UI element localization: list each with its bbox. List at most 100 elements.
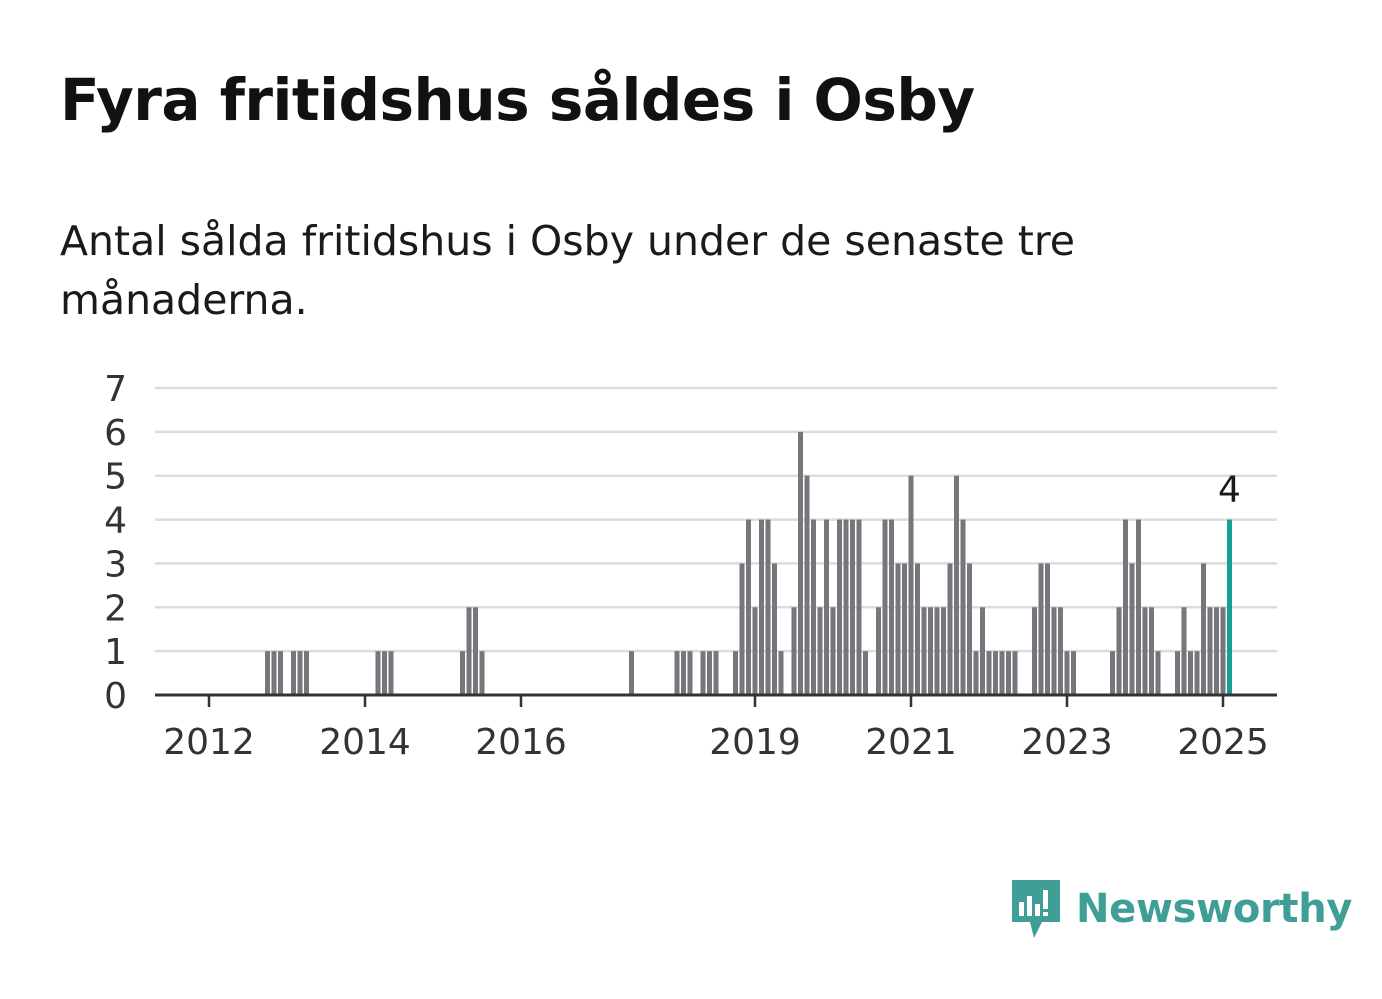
bar xyxy=(304,651,309,695)
bar xyxy=(1142,607,1148,695)
bar xyxy=(765,519,771,695)
bar xyxy=(759,519,764,695)
bar xyxy=(1149,607,1154,695)
bar xyxy=(824,519,829,695)
bar xyxy=(798,431,803,695)
x-tick-label: 2021 xyxy=(865,722,957,763)
y-tick-label: 5 xyxy=(104,457,127,498)
bar xyxy=(791,607,797,695)
bar xyxy=(902,563,907,695)
bar xyxy=(681,651,686,695)
bar xyxy=(375,651,381,695)
bar xyxy=(1181,607,1187,695)
bar xyxy=(863,651,868,695)
bar xyxy=(382,651,387,695)
bar xyxy=(473,607,478,695)
bar xyxy=(739,563,745,695)
x-tick-label: 2012 xyxy=(163,722,255,763)
bar xyxy=(804,475,810,695)
bar xyxy=(843,519,849,695)
bar xyxy=(973,651,979,695)
bar xyxy=(1214,607,1219,695)
bar xyxy=(1220,607,1226,695)
bar xyxy=(278,651,283,695)
bar xyxy=(915,563,920,695)
y-tick-label: 3 xyxy=(104,544,127,585)
x-tick-label: 2016 xyxy=(475,722,567,763)
bar xyxy=(928,607,933,695)
bar xyxy=(960,519,966,695)
bar xyxy=(837,519,842,695)
bar xyxy=(1045,563,1050,695)
brand-name: Newsworthy xyxy=(1076,886,1353,932)
bar xyxy=(941,607,946,695)
bar xyxy=(297,651,303,695)
bar xyxy=(291,651,296,695)
bar xyxy=(954,475,959,695)
bar xyxy=(934,607,940,695)
bar xyxy=(1129,563,1135,695)
bar xyxy=(466,607,472,695)
chart-subtitle: Antal sålda fritidshus i Osby under de s… xyxy=(60,217,1076,324)
bar xyxy=(1116,607,1122,695)
bar xyxy=(479,651,485,695)
bar xyxy=(752,607,758,695)
bar xyxy=(1175,651,1180,695)
bar xyxy=(908,475,914,695)
bar xyxy=(882,519,888,695)
newsworthy-logo-icon xyxy=(1012,880,1060,938)
bar xyxy=(1058,607,1063,695)
bar xyxy=(733,651,738,695)
bar xyxy=(895,563,901,695)
bar xyxy=(1032,607,1037,695)
y-tick-label: 6 xyxy=(104,413,127,454)
bar xyxy=(265,651,270,695)
bar xyxy=(1038,563,1044,695)
y-tick-label: 7 xyxy=(104,369,127,410)
bar xyxy=(1207,607,1213,695)
bar xyxy=(746,519,751,695)
bar xyxy=(1136,519,1141,695)
bar xyxy=(811,519,816,695)
bar xyxy=(1110,651,1115,695)
x-tick-label: 2019 xyxy=(709,722,801,763)
bar xyxy=(700,651,706,695)
bar xyxy=(830,607,836,695)
x-tick-label: 2014 xyxy=(319,722,411,763)
bar xyxy=(1071,651,1076,695)
y-tick-label: 1 xyxy=(104,632,127,673)
bar xyxy=(993,651,998,695)
bar xyxy=(1123,519,1128,695)
y-tick-label: 2 xyxy=(104,588,127,629)
bar xyxy=(947,563,953,695)
chart-title: Fyra fritidshus såldes i Osby xyxy=(60,66,975,134)
bar xyxy=(1155,651,1161,695)
bar xyxy=(674,651,680,695)
bar-value-label: 4 xyxy=(1218,470,1241,511)
bar xyxy=(460,651,465,695)
bar xyxy=(1051,607,1057,695)
bar xyxy=(921,607,927,695)
bar xyxy=(1006,651,1011,695)
bar xyxy=(856,519,862,695)
bar xyxy=(772,563,777,695)
bar xyxy=(1188,651,1193,695)
bar xyxy=(1201,563,1206,695)
bar xyxy=(271,651,277,695)
bar-highlight xyxy=(1227,519,1232,695)
bar xyxy=(1194,651,1200,695)
bar xyxy=(999,651,1005,695)
bar xyxy=(388,651,394,695)
bar xyxy=(986,651,992,695)
bar xyxy=(778,651,784,695)
bar xyxy=(889,519,894,695)
x-tick-label: 2023 xyxy=(1021,722,1113,763)
bar xyxy=(850,519,855,695)
bar xyxy=(876,607,881,695)
y-tick-label: 4 xyxy=(104,501,127,542)
y-tick-label: 0 xyxy=(104,676,127,717)
bar xyxy=(817,607,823,695)
bar xyxy=(980,607,985,695)
x-tick-label: 2025 xyxy=(1177,722,1269,763)
